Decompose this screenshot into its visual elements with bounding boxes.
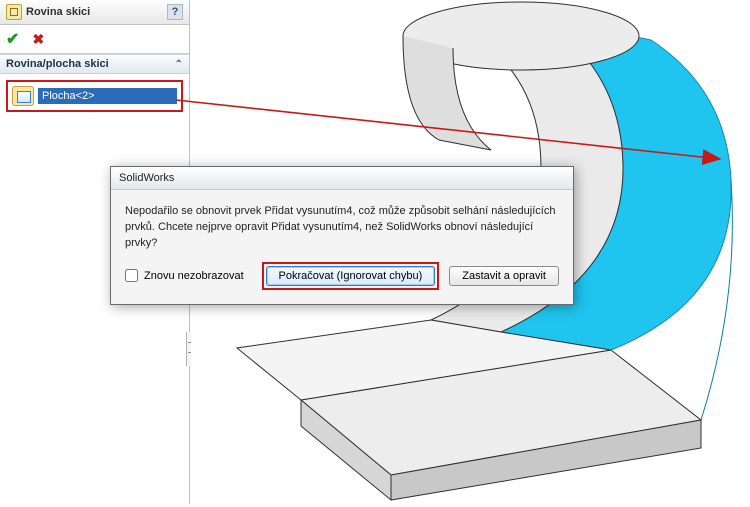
help-button[interactable]: ?: [167, 4, 183, 20]
sketch-plane-icon: [6, 4, 22, 20]
panel-title-text: Rovina skici: [26, 6, 163, 18]
section-header[interactable]: Rovina/plocha skici ⌃: [0, 54, 189, 74]
continue-button[interactable]: Pokračovat (Ignorovat chybu): [266, 266, 436, 286]
dont-show-checkbox[interactable]: [125, 269, 138, 282]
face-selection-icon: [12, 86, 34, 106]
cancel-button[interactable]: ✖: [32, 31, 44, 47]
section-label: Rovina/plocha skici: [6, 58, 109, 70]
stop-fix-button[interactable]: Zastavit a opravit: [449, 266, 559, 286]
dialog-footer: Znovu nezobrazovat Pokračovat (Ignorovat…: [111, 258, 573, 304]
selection-highlight-box: Plocha<2>: [6, 80, 183, 112]
panel-titlebar: Rovina skici ?: [0, 0, 189, 25]
dialog-titlebar[interactable]: SolidWorks: [111, 167, 573, 190]
dont-show-label: Znovu nezobrazovat: [144, 270, 244, 282]
dont-show-again[interactable]: Znovu nezobrazovat: [125, 269, 244, 282]
dialog-message: Nepodařilo se obnovit prvek Přidat vysun…: [111, 190, 573, 258]
confirm-bar: ✔ ✖: [0, 25, 189, 54]
selected-face-field[interactable]: Plocha<2>: [38, 88, 177, 104]
ok-button[interactable]: ✔: [6, 31, 19, 48]
collapse-icon[interactable]: ⌃: [175, 59, 183, 70]
error-dialog: SolidWorks Nepodařilo se obnovit prvek P…: [110, 166, 574, 305]
continue-highlight-box: Pokračovat (Ignorovat chybu): [262, 262, 440, 290]
